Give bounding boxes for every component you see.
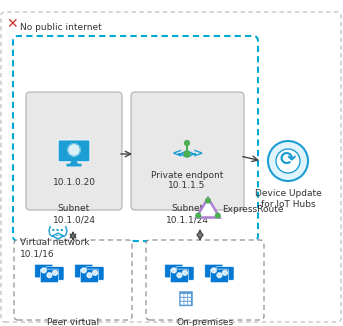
FancyBboxPatch shape xyxy=(35,264,53,278)
FancyBboxPatch shape xyxy=(184,302,187,305)
Circle shape xyxy=(81,268,86,273)
FancyBboxPatch shape xyxy=(170,269,188,283)
FancyBboxPatch shape xyxy=(179,291,193,306)
FancyBboxPatch shape xyxy=(165,264,183,278)
Text: On-premises
network: On-premises network xyxy=(176,318,234,326)
Polygon shape xyxy=(70,160,79,165)
FancyBboxPatch shape xyxy=(75,264,93,278)
FancyBboxPatch shape xyxy=(216,267,234,280)
Text: Device Update
for IoT Hubs: Device Update for IoT Hubs xyxy=(255,189,321,209)
Circle shape xyxy=(52,270,57,275)
FancyBboxPatch shape xyxy=(14,240,132,320)
Text: ···: ··· xyxy=(54,233,62,239)
FancyBboxPatch shape xyxy=(176,267,194,280)
Text: Subnet
10.1.0/24: Subnet 10.1.0/24 xyxy=(52,204,95,224)
Circle shape xyxy=(206,198,210,203)
FancyBboxPatch shape xyxy=(131,92,244,210)
FancyBboxPatch shape xyxy=(146,240,264,320)
FancyBboxPatch shape xyxy=(210,269,228,283)
FancyBboxPatch shape xyxy=(184,294,187,297)
Circle shape xyxy=(93,270,97,275)
FancyBboxPatch shape xyxy=(13,36,258,241)
Circle shape xyxy=(196,213,201,218)
FancyBboxPatch shape xyxy=(188,298,191,301)
Text: Private endpont: Private endpont xyxy=(151,171,223,180)
Circle shape xyxy=(223,270,227,275)
Text: ✕: ✕ xyxy=(6,17,18,31)
FancyBboxPatch shape xyxy=(205,264,223,278)
FancyBboxPatch shape xyxy=(181,298,184,301)
FancyBboxPatch shape xyxy=(86,267,104,280)
Text: 10.1.0.20: 10.1.0.20 xyxy=(52,178,95,187)
Text: No public internet: No public internet xyxy=(20,23,102,33)
FancyBboxPatch shape xyxy=(40,269,58,283)
Text: >: > xyxy=(192,147,203,160)
FancyBboxPatch shape xyxy=(80,269,98,283)
Circle shape xyxy=(177,273,182,278)
Text: Subnet
10.1.1/24: Subnet 10.1.1/24 xyxy=(166,204,209,224)
Text: ⟨···⟩: ⟨···⟩ xyxy=(47,225,70,235)
Text: <: < xyxy=(172,147,182,160)
Circle shape xyxy=(276,149,300,173)
FancyBboxPatch shape xyxy=(188,294,191,297)
Text: ⟳: ⟳ xyxy=(280,150,296,169)
FancyBboxPatch shape xyxy=(184,298,187,301)
FancyBboxPatch shape xyxy=(46,267,64,280)
Text: ExpressRoute: ExpressRoute xyxy=(222,205,284,215)
Text: Virtual network
10.1/16: Virtual network 10.1/16 xyxy=(20,238,90,258)
Circle shape xyxy=(268,141,308,181)
Polygon shape xyxy=(196,198,220,217)
Circle shape xyxy=(182,270,187,275)
Circle shape xyxy=(184,151,190,157)
Circle shape xyxy=(217,273,222,278)
Circle shape xyxy=(47,273,52,278)
FancyBboxPatch shape xyxy=(188,302,191,305)
Circle shape xyxy=(172,268,176,273)
Text: Peer virtual
network: Peer virtual network xyxy=(47,318,99,326)
Circle shape xyxy=(42,268,46,273)
Circle shape xyxy=(68,144,80,156)
FancyBboxPatch shape xyxy=(67,164,82,167)
Text: 10.1.1.5: 10.1.1.5 xyxy=(168,181,206,190)
FancyBboxPatch shape xyxy=(1,12,341,322)
Circle shape xyxy=(211,268,216,273)
FancyBboxPatch shape xyxy=(58,140,90,162)
Circle shape xyxy=(185,141,189,145)
Circle shape xyxy=(87,273,92,278)
FancyBboxPatch shape xyxy=(26,92,122,210)
Circle shape xyxy=(215,213,220,218)
FancyBboxPatch shape xyxy=(181,294,184,297)
FancyBboxPatch shape xyxy=(181,302,184,305)
